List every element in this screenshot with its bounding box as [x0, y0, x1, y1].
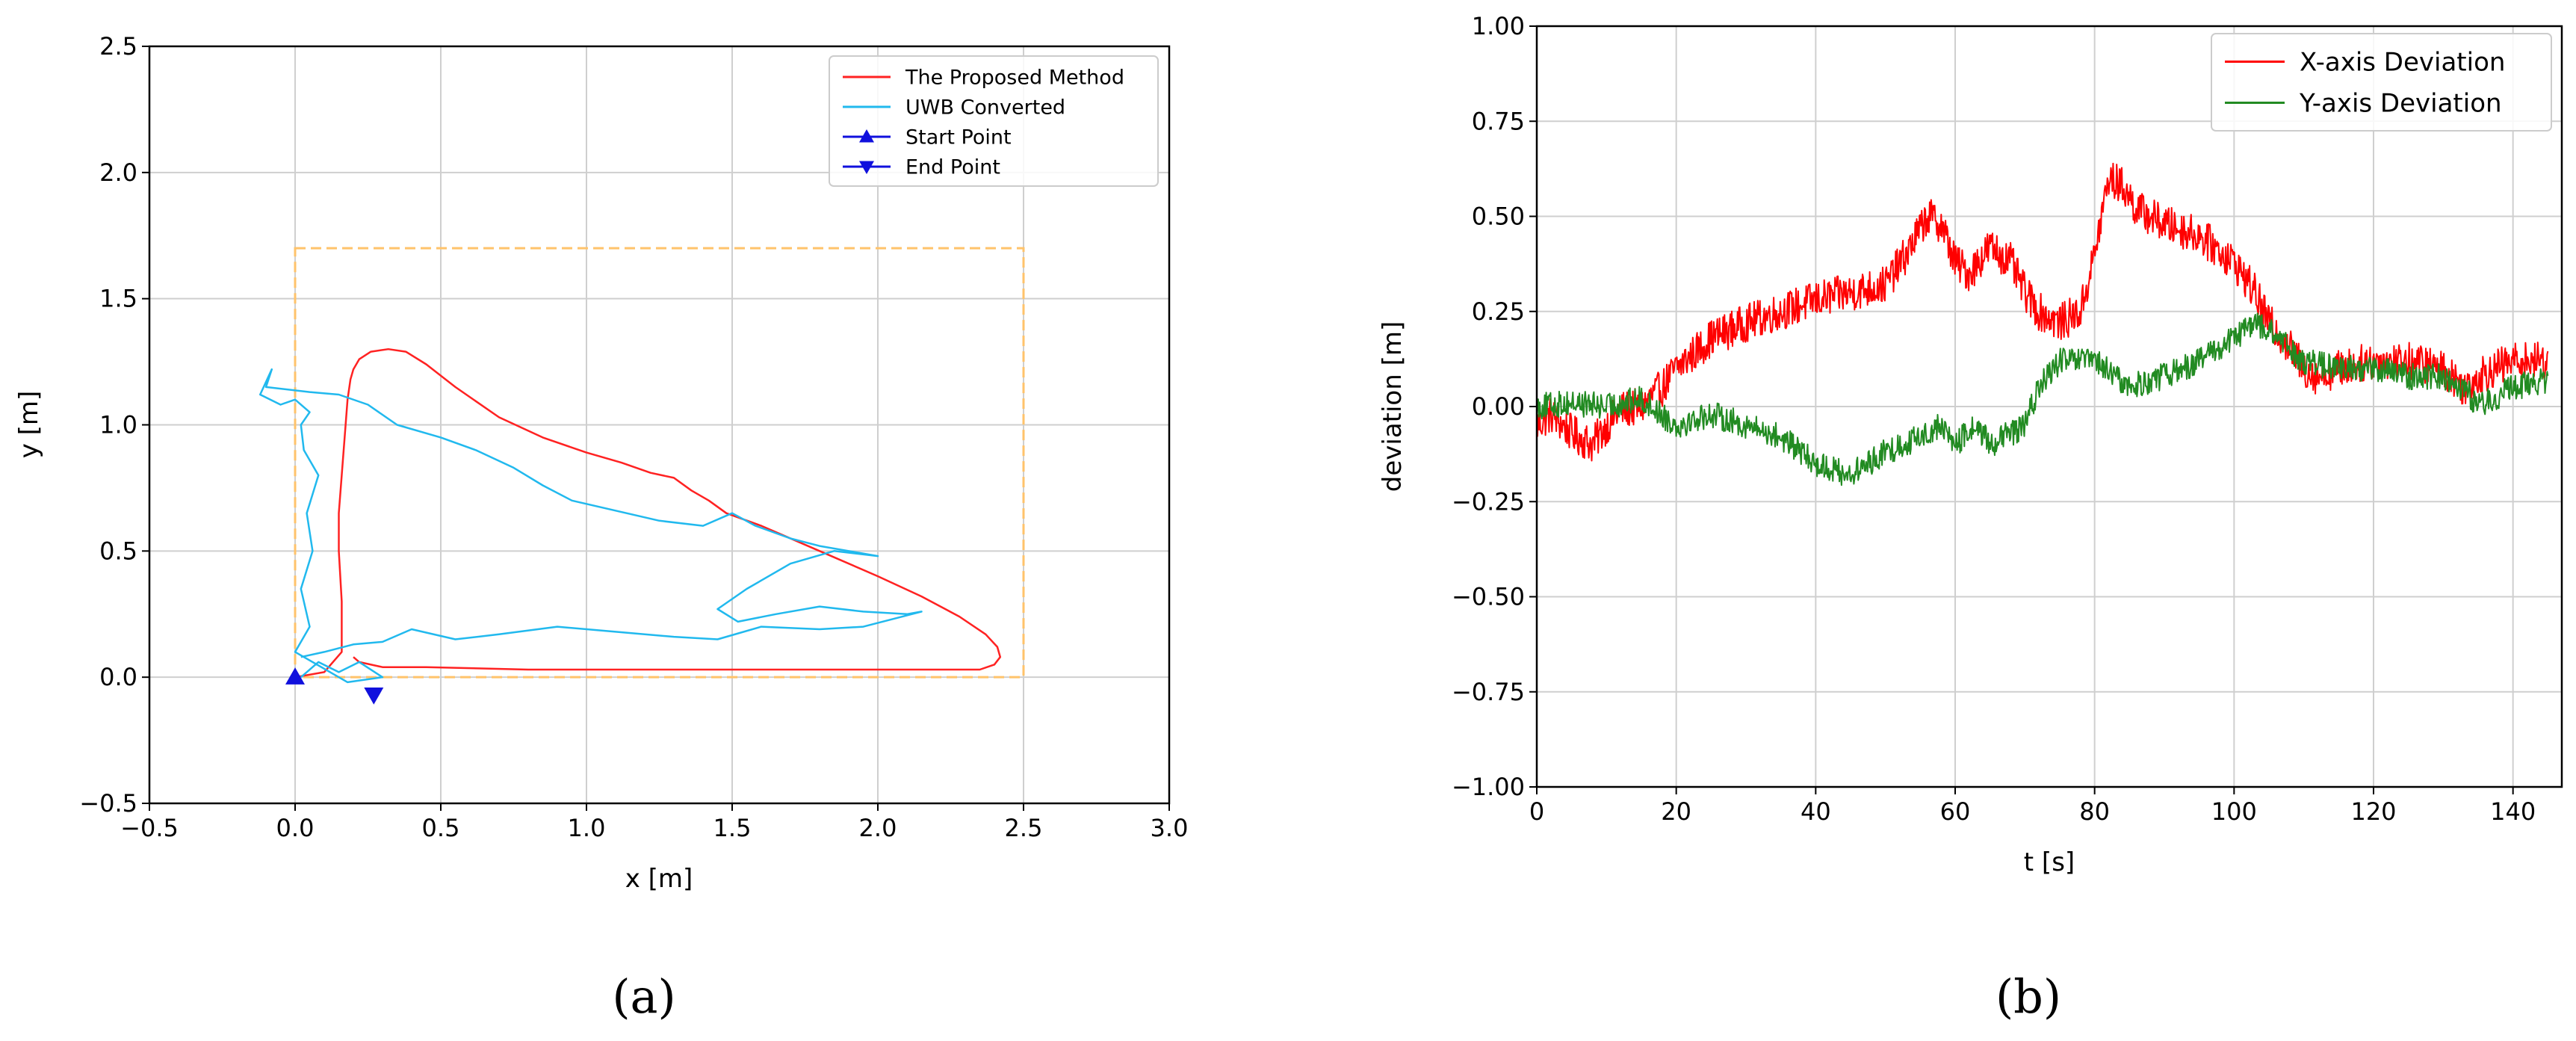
panel-b-grid	[1536, 25, 2562, 788]
legend-label: Y-axis Deviation	[2299, 89, 2502, 119]
panel-b-x-axis-label: t [s]	[2024, 847, 2075, 877]
panel-a-trajectory-chart: −0.5 0.0 0.5 1.0 1.5 2.0 2.5 3.0 −0.5 0.0 0.5 1.0 1.…	[14, 32, 1188, 1024]
y-tick-label: 0.0	[99, 663, 137, 691]
panel-b-deviation-chart: 0 20 40 60 80 100 120 140 −1.00 −0.75 −0.50 −0.25 0.…	[1378, 12, 2563, 1024]
x-tick-label: 2.0	[859, 814, 897, 842]
panel-b-legend: X-axis Deviation Y-axis Deviation	[2211, 33, 2552, 132]
y-tick-label: 0.50	[1472, 203, 1525, 231]
x-tick-label: 3.0	[1151, 814, 1189, 842]
legend-marker	[859, 161, 874, 174]
panel-b-y-axis-label: deviation [m]	[1378, 321, 1408, 492]
x-tick-label: −0.5	[120, 814, 179, 842]
x-tick-label: 0.0	[276, 814, 315, 842]
x-tick-label: 80	[2079, 797, 2110, 826]
x-tick-label: 2.5	[1005, 814, 1043, 842]
x-tick-label: 100	[2211, 797, 2257, 826]
panel-b-series	[1536, 162, 2549, 486]
y-tick-label: 1.5	[99, 285, 137, 313]
panel-a-series	[258, 347, 1002, 705]
legend-label: The Proposed Method	[905, 67, 1124, 90]
start-point-marker	[285, 667, 305, 685]
y-deviation-line	[1536, 312, 2549, 486]
panel-a-caption: (a)	[612, 969, 675, 1024]
y-tick-label: 0.25	[1472, 297, 1525, 326]
x-tick-label: 1.5	[713, 814, 752, 842]
y-tick-label: 0.5	[99, 537, 137, 565]
y-tick-label: 0.00	[1472, 392, 1525, 421]
y-tick-label: 2.0	[99, 158, 137, 187]
legend-label: Start Point	[905, 126, 1012, 149]
y-tick-label: −0.5	[79, 789, 137, 818]
y-tick-label: −0.75	[1452, 678, 1525, 706]
legend-label: UWB Converted	[905, 96, 1065, 120]
x-tick-label: 40	[1801, 797, 1831, 826]
x-deviation-line	[1536, 162, 2549, 462]
x-tick-label: 1.0	[568, 814, 606, 842]
end-point-marker	[364, 688, 384, 705]
y-tick-label: −1.00	[1452, 773, 1525, 801]
x-tick-label: 60	[1940, 797, 1971, 826]
legend-box	[2211, 33, 2552, 132]
y-tick-label: 1.0	[99, 411, 137, 439]
uwb-converted-line	[258, 368, 923, 684]
legend-label: End Point	[905, 156, 1000, 179]
panel-a-reference-rectangle	[294, 247, 1025, 679]
panel-a-y-axis-label: y [m]	[14, 391, 44, 459]
y-tick-label: −0.25	[1452, 487, 1525, 516]
legend-label: X-axis Deviation	[2300, 48, 2505, 78]
x-tick-label: 20	[1661, 797, 1691, 826]
x-tick-label: 140	[2490, 797, 2536, 826]
y-tick-label: 1.00	[1472, 12, 1525, 40]
panel-a-legend: The Proposed Method UWB Converted Start Po…	[829, 55, 1159, 187]
panel-a-x-axis-label: x [m]	[625, 864, 693, 894]
proposed-method-line	[294, 347, 1002, 679]
panel-a-ticks: −0.5 0.0 0.5 1.0 1.5 2.0 2.5 3.0 −0.5 0.0 0.5 1.0 1.…	[79, 32, 1188, 842]
panel-b-caption: (b)	[1996, 969, 2061, 1024]
x-tick-label: 0.5	[422, 814, 460, 842]
legend-marker	[859, 129, 874, 143]
panel-b-ticks: 0 20 40 60 80 100 120 140 −1.00 −0.75 −0.50 −0.25 0.…	[1452, 12, 2536, 826]
y-tick-label: 2.5	[99, 32, 137, 61]
legend-box	[829, 55, 1159, 187]
y-tick-label: 0.75	[1472, 107, 1525, 135]
reference-rectangle	[294, 247, 1025, 679]
x-tick-label: 120	[2350, 797, 2396, 826]
y-tick-label: −0.50	[1452, 583, 1525, 611]
x-tick-label: 0	[1529, 797, 1544, 826]
